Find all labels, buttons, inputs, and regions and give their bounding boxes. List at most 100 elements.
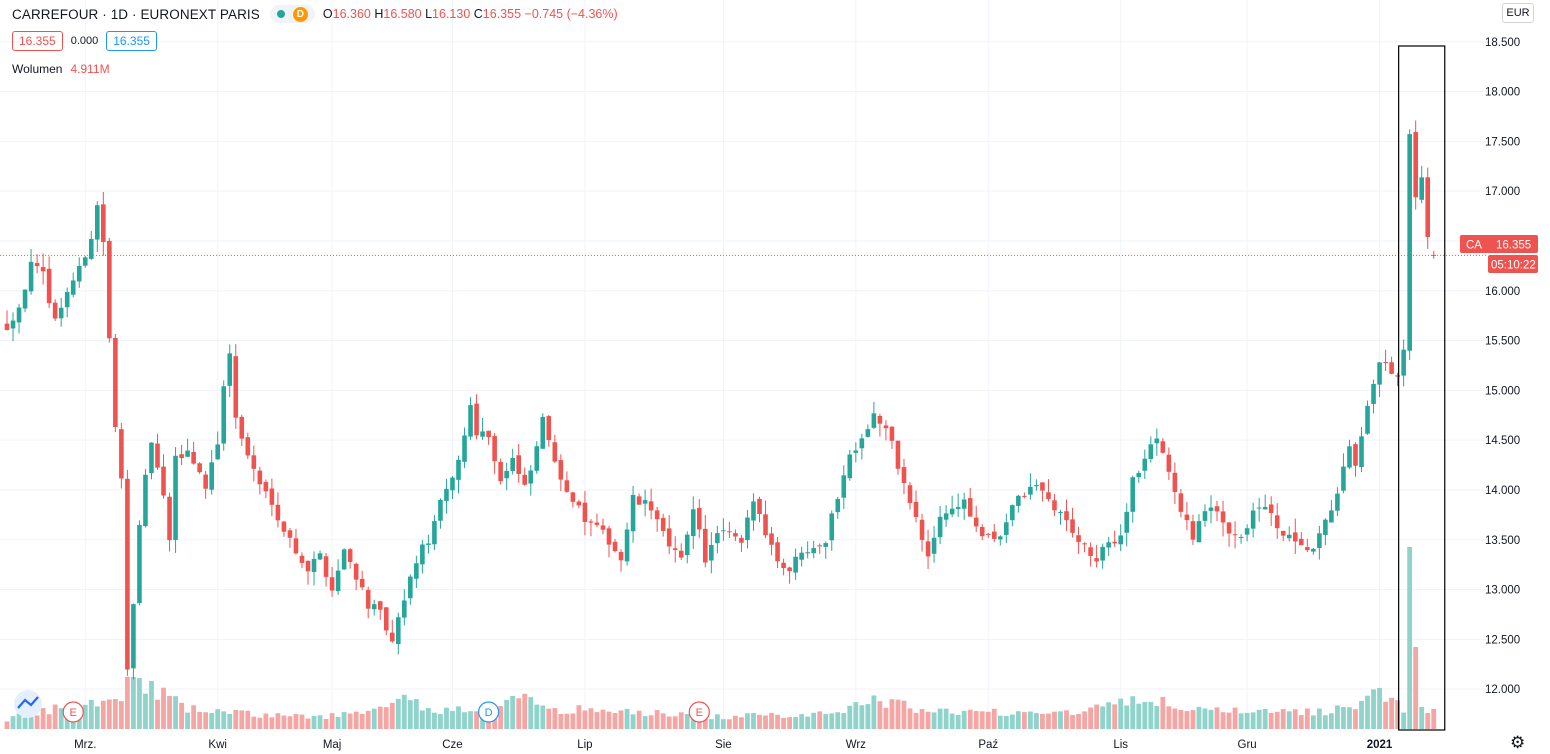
candle-body bbox=[1371, 383, 1376, 404]
candle-body bbox=[341, 549, 347, 570]
volume-bar bbox=[979, 711, 985, 729]
spread-value: 0.000 bbox=[70, 35, 99, 47]
volume-bar bbox=[1118, 698, 1124, 729]
candle-body bbox=[1395, 375, 1400, 377]
y-tick-label: 12.000 bbox=[1485, 684, 1520, 696]
candle-body bbox=[1407, 134, 1412, 351]
volume-bar bbox=[1280, 709, 1286, 729]
earnings-event-icon[interactable] bbox=[688, 701, 710, 723]
candle-body bbox=[1389, 362, 1394, 374]
volume-bar bbox=[823, 714, 829, 729]
volume-bar bbox=[1389, 697, 1394, 729]
volume-bar bbox=[1359, 700, 1364, 729]
volume-bar bbox=[1040, 713, 1045, 729]
candle-body bbox=[1335, 493, 1340, 511]
volume-bar bbox=[510, 696, 516, 729]
volume-bar bbox=[112, 699, 118, 729]
x-tick-label: Kwi bbox=[208, 739, 227, 751]
volume-bar bbox=[468, 711, 473, 729]
volume-bar bbox=[1028, 711, 1033, 729]
candle-body bbox=[985, 533, 991, 535]
candle-body bbox=[377, 601, 383, 610]
volume-bar bbox=[588, 708, 594, 729]
volume-bar bbox=[40, 708, 46, 729]
y-axis[interactable]: 12.000 12.500 13.000 13.500 14.000 14.500 15.0… bbox=[1485, 37, 1520, 696]
volume-bar bbox=[82, 704, 88, 729]
candle-body bbox=[901, 467, 907, 484]
volume-bar bbox=[558, 713, 564, 729]
volume-bar bbox=[913, 712, 919, 729]
volume-bar bbox=[16, 713, 22, 729]
volume-bar bbox=[1015, 711, 1021, 729]
volume-bar bbox=[582, 710, 588, 729]
volume-bar bbox=[769, 712, 774, 729]
candle-body bbox=[739, 537, 744, 543]
volume-bar bbox=[293, 714, 299, 729]
volume-bar bbox=[594, 712, 600, 729]
candle-body bbox=[1359, 436, 1364, 468]
candle-body bbox=[907, 485, 913, 503]
candle-body bbox=[1004, 522, 1009, 535]
x-axis[interactable]: Mrz. Kwi Maj Cze Lip Sie Wrz Paź Lis Gru 2021 bbox=[74, 739, 1393, 751]
candle-body bbox=[1286, 534, 1292, 539]
volume-bar bbox=[215, 709, 221, 729]
candle-body bbox=[143, 474, 148, 527]
volume-bar bbox=[1136, 703, 1142, 729]
earnings-event-icon[interactable] bbox=[62, 701, 84, 723]
volume-bar bbox=[10, 716, 16, 729]
candle-body bbox=[311, 558, 317, 572]
candle-body bbox=[371, 604, 377, 610]
volume-bar bbox=[720, 719, 726, 729]
candle-body bbox=[161, 466, 166, 496]
currency-button[interactable]: EUR bbox=[1502, 3, 1534, 23]
candle-body bbox=[1142, 458, 1148, 471]
candle-body bbox=[185, 450, 190, 457]
candle-body bbox=[1118, 535, 1123, 545]
event-label: D bbox=[485, 707, 493, 719]
status-pill[interactable]: D bbox=[269, 5, 315, 23]
buy-price-button[interactable]: 16.355 bbox=[106, 31, 157, 51]
candle-body bbox=[1052, 500, 1057, 511]
volume-bar bbox=[757, 714, 762, 729]
candle-body bbox=[1016, 495, 1021, 506]
volume-bar bbox=[269, 717, 275, 729]
candle-body bbox=[835, 498, 841, 513]
candle-body bbox=[1070, 519, 1075, 533]
volume-bar bbox=[576, 705, 582, 729]
volume-bar bbox=[1160, 696, 1166, 729]
candle-body bbox=[1202, 511, 1208, 521]
candle-body bbox=[1431, 254, 1437, 256]
volume-bar bbox=[1232, 707, 1238, 729]
volume-bar bbox=[606, 711, 612, 729]
dividend-event-icon[interactable] bbox=[478, 701, 500, 723]
volume-legend[interactable]: Wolumen 4.911M bbox=[12, 62, 110, 76]
sell-price-button[interactable]: 16.355 bbox=[12, 31, 63, 51]
volume-bar bbox=[251, 716, 257, 729]
volume-bar bbox=[859, 705, 865, 729]
candle-body bbox=[1034, 485, 1039, 487]
x-tick-label: Gru bbox=[1238, 739, 1257, 751]
candle-body bbox=[1244, 528, 1250, 535]
candle-body bbox=[1341, 466, 1346, 491]
volume-bar bbox=[1070, 714, 1075, 729]
symbol-title[interactable]: CARREFOUR · 1D · EURONEXT PARIS bbox=[12, 6, 260, 22]
volume-bar bbox=[426, 708, 431, 729]
y-tick-label: 18.000 bbox=[1485, 87, 1520, 99]
candle-body bbox=[763, 514, 768, 536]
candle-body bbox=[853, 450, 859, 453]
candle-body bbox=[877, 415, 883, 424]
event-label: E bbox=[70, 707, 77, 719]
settings-gear-icon[interactable]: ⚙ bbox=[1510, 733, 1526, 752]
candle-body bbox=[426, 543, 431, 545]
logo-icon[interactable] bbox=[14, 690, 42, 718]
candle-body bbox=[1401, 349, 1406, 376]
volume-bar bbox=[871, 695, 877, 729]
volume-bar bbox=[1274, 711, 1280, 729]
candle-body bbox=[1178, 493, 1184, 512]
candle-body bbox=[281, 521, 287, 532]
volume-bar bbox=[1178, 709, 1184, 729]
candle-body bbox=[1280, 530, 1286, 536]
bid-ask-row: 16.355 0.000 16.355 bbox=[12, 31, 157, 51]
volume-bar bbox=[419, 710, 425, 729]
